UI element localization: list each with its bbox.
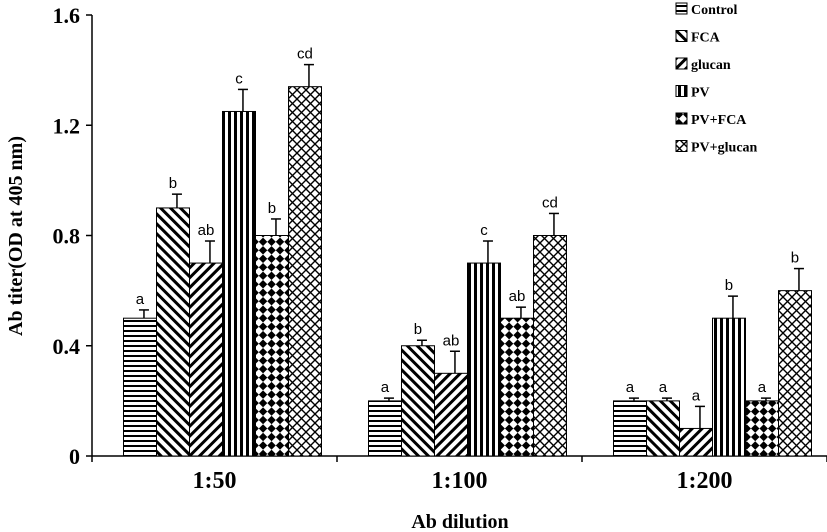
significance-label: ab xyxy=(443,332,460,349)
bar-pv-0 xyxy=(222,110,256,457)
y-tick-label: 0.4 xyxy=(53,334,81,359)
bar-control-2 xyxy=(613,400,647,457)
bar-pv-glucan-0 xyxy=(288,86,322,457)
bar-control-0 xyxy=(123,317,157,457)
bar-pv-glucan-1 xyxy=(533,235,567,457)
significance-label: cd xyxy=(297,46,313,63)
y-axis: 0 0.4 0.8 1.2 1.6 xyxy=(53,3,93,469)
significance-label: a xyxy=(659,379,668,396)
x-tick-label: 1:200 xyxy=(677,468,733,494)
y-tick-label: 1.2 xyxy=(53,113,81,138)
bar-pv-2 xyxy=(712,317,746,457)
legend-label: PV xyxy=(691,86,710,101)
legend-swatch xyxy=(675,2,688,15)
bar-glucan-0 xyxy=(189,262,223,457)
legend: Control FCA glucan PV PV+FCA PV+glucan xyxy=(675,2,758,156)
legend-swatch xyxy=(675,30,688,42)
significance-label: b xyxy=(169,175,177,192)
legend-label: glucan xyxy=(691,58,731,73)
bar-fca-1 xyxy=(401,345,435,457)
significance-label: ab xyxy=(198,222,215,239)
legend-label: PV+FCA xyxy=(691,113,747,128)
bar-pv-fca-1 xyxy=(500,317,534,457)
bar-pv-glucan-2 xyxy=(778,290,812,457)
x-axis-title: Ab dilution xyxy=(411,511,508,532)
significance-label: cd xyxy=(542,194,558,211)
bar-pv-1 xyxy=(467,262,501,457)
significance-label: b xyxy=(725,277,733,294)
bar-pv-fca-2 xyxy=(745,400,779,457)
significance-label: b xyxy=(791,250,799,267)
significance-label: a xyxy=(136,291,145,308)
legend-swatch xyxy=(675,112,688,125)
significance-label: ab xyxy=(509,288,526,305)
x-tick-label: 1:50 xyxy=(193,468,237,494)
legend-swatch xyxy=(675,85,688,97)
bar-control-1 xyxy=(368,400,402,457)
bar-fca-2 xyxy=(646,400,680,457)
significance-label: a xyxy=(692,387,701,404)
y-tick-label: 0 xyxy=(69,444,80,469)
legend-label: PV+glucan xyxy=(691,141,758,156)
significance-label: c xyxy=(235,70,243,87)
bar-fca-0 xyxy=(156,207,190,457)
significance-label: c xyxy=(480,222,488,239)
legend-swatch xyxy=(675,140,688,152)
y-axis-title: Ab titer(OD at 405 nm) xyxy=(5,136,27,336)
bar-pv-fca-0 xyxy=(255,235,289,457)
y-tick-label: 1.6 xyxy=(53,3,81,28)
bar-glucan-2 xyxy=(679,427,713,457)
significance-label: a xyxy=(626,379,635,396)
significance-label: a xyxy=(758,379,767,396)
significance-label: b xyxy=(268,200,276,217)
x-tick-label: 1:100 xyxy=(432,468,488,494)
legend-label: Control xyxy=(691,3,738,18)
significance-label: b xyxy=(414,321,422,338)
x-axis: 1:50 1:100 1:200 xyxy=(91,455,827,494)
significance-label: a xyxy=(381,379,390,396)
legend-label: FCA xyxy=(691,31,721,46)
y-tick-label: 0.8 xyxy=(53,224,81,249)
legend-swatch xyxy=(675,57,688,70)
bar-glucan-1 xyxy=(434,372,468,457)
